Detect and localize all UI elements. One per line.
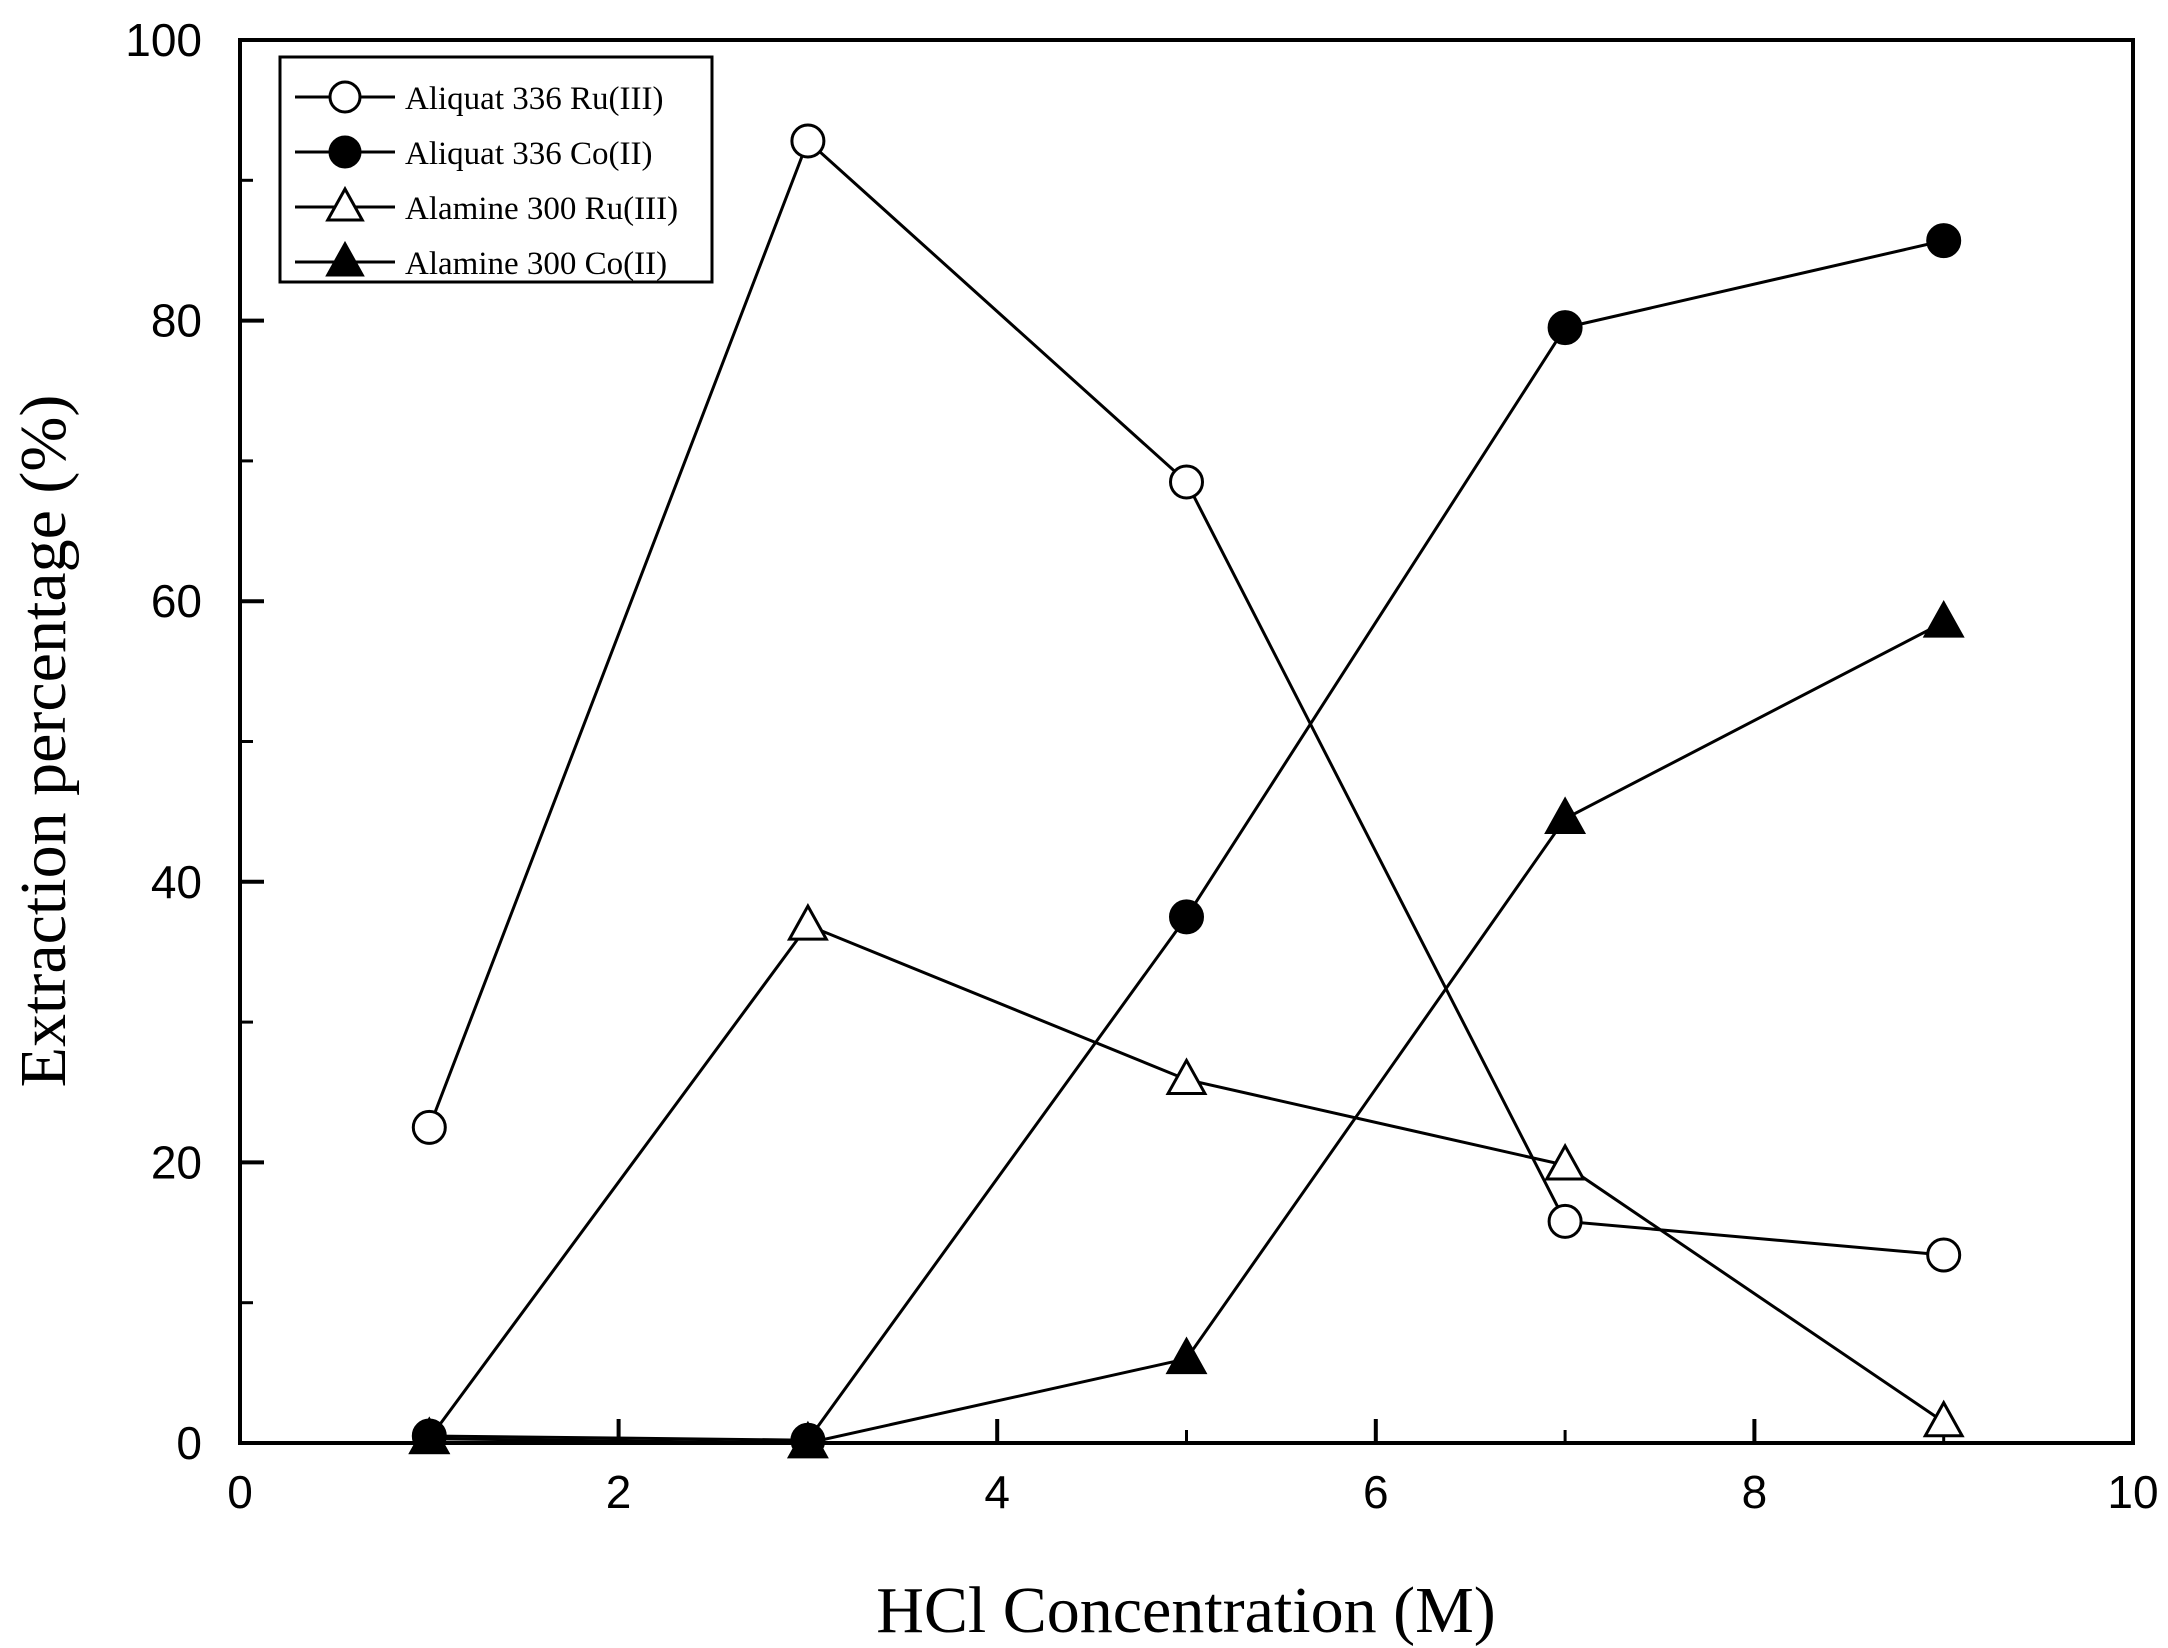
data-point-series-1 [790,123,826,159]
x-tick-label: 0 [227,1466,253,1518]
x-tick-label: 2 [606,1466,632,1518]
x-tick-label: 8 [1742,1466,1768,1518]
data-point-series-3 [786,903,829,941]
data-point-series-1 [411,1109,447,1145]
data-point-series-2 [1926,223,1962,259]
y-tick-label: 80 [151,295,202,347]
y-tick-label: 20 [151,1136,202,1188]
data-point-series-2 [1547,310,1583,346]
y-tick-label: 40 [151,856,202,908]
series-markers [408,123,1965,1459]
data-point-series-1 [1169,464,1204,500]
legend-marker [328,135,362,169]
data-point-series-1 [1926,1237,1962,1273]
x-tick-label: 10 [2107,1466,2158,1518]
x-tick-label: 4 [984,1466,1010,1518]
legend-label: Alamine 300 Co(II) [405,246,667,282]
data-point-series-4 [408,1416,451,1455]
data-point-series-3 [1544,1142,1587,1181]
series-line-2 [429,239,1945,1442]
data-point-series-3 [1922,1399,1965,1438]
data-point-series-3 [1165,1057,1208,1095]
legend-marker [325,185,365,222]
data-point-series-1 [1547,1203,1583,1239]
data-point-series-4 [1544,796,1587,834]
legend: Aliquat 336 Ru(III) Aliquat 336 Co(II) Ala… [278,55,714,284]
series-lines [427,138,1945,1445]
axis-ticks [238,38,2135,1445]
x-tick-label: 6 [1363,1466,1389,1518]
legend-marker [328,80,362,114]
data-point-series-4 [1922,599,1965,638]
legend-label: Aliquat 336 Ru(III) [405,81,663,117]
legend-label: Alamine 300 Ru(III) [405,191,678,227]
y-axis-label: Extraction percentage (%) [7,395,80,1088]
y-tick-label: 0 [176,1417,202,1469]
data-point-series-2 [1169,899,1204,935]
y-tick-label: 60 [151,575,202,627]
data-point-series-4 [786,1420,829,1459]
legend-label: Aliquat 336 Co(II) [405,136,652,172]
data-point-series-4 [1165,1336,1208,1375]
x-axis-label: HCl Concentration (M) [876,1574,1496,1647]
y-tick-label: 100 [125,14,202,66]
series-line-4 [429,620,1945,1445]
legend-marker [325,240,365,277]
